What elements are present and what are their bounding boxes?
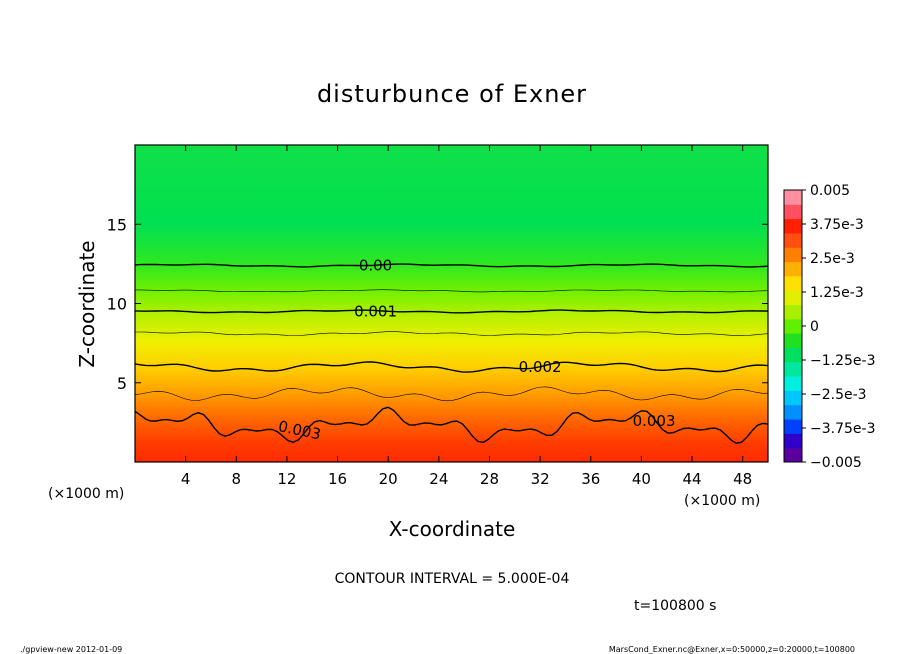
colorbar-label: −2.5e-3: [810, 387, 867, 403]
x-tick-label: 8: [232, 470, 242, 488]
colorbar-swatch: [784, 218, 802, 234]
colorbar-label: −0.005: [810, 455, 862, 471]
time-label: t=100800 s: [634, 598, 716, 614]
colorbar-swatch: [784, 433, 802, 449]
contour-line: [135, 263, 768, 268]
x-tick-label: 24: [429, 470, 448, 488]
plot-field: [135, 145, 768, 462]
contour-line: [135, 361, 768, 373]
colorbar-label: 2.5e-3: [810, 251, 855, 267]
y-tick-label: 10: [107, 295, 127, 314]
x-tick-label: 12: [277, 470, 296, 488]
colorbar-label: 0: [810, 319, 819, 335]
colorbar-swatch: [784, 190, 802, 205]
x-tick-label: 36: [581, 470, 600, 488]
x-unit-label-right: (×1000 m): [684, 493, 760, 509]
contour-label: 0.002: [519, 358, 562, 376]
chart-title: disturbunce of Exner: [317, 80, 587, 108]
colorbar-swatch: [784, 361, 802, 377]
colorbar: [783, 189, 803, 463]
colorbar-swatch: [784, 376, 802, 391]
colorbar-swatch: [784, 390, 802, 406]
x-tick-label: 4: [181, 470, 191, 488]
contour-line: [135, 309, 768, 314]
contour-line: [135, 289, 768, 293]
colorbar-swatch: [784, 347, 802, 363]
footer-left: ./gpview-new 2012-01-09: [20, 645, 122, 654]
colorbar-swatch: [784, 404, 802, 420]
colorbar-swatch: [784, 333, 802, 348]
colorbar-label: 1.25e-3: [810, 285, 864, 301]
contour-line: [135, 331, 768, 336]
contour-interval-text: CONTOUR INTERVAL = 5.000E-04: [335, 571, 570, 587]
y-axis-label: Z-coordinate: [75, 240, 99, 367]
x-unit-label-left: (×1000 m): [48, 486, 124, 502]
x-tick-label: 32: [531, 470, 550, 488]
contour-label: 0.00: [359, 256, 392, 274]
x-tick-label: 44: [682, 470, 701, 488]
colorbar-swatch: [784, 318, 802, 334]
contour-lines: [135, 263, 768, 445]
colorbar-label: 0.005: [810, 183, 850, 199]
colorbar-swatch: [784, 290, 802, 306]
contour-label: 0.001: [354, 302, 397, 320]
colorbar-label: 3.75e-3: [810, 217, 864, 233]
contour-line: [135, 406, 768, 445]
colorbar-label: −1.25e-3: [810, 353, 875, 369]
colorbar-swatch: [784, 304, 802, 320]
x-tick-label: 28: [480, 470, 499, 488]
colorbar-swatch: [784, 419, 802, 434]
y-axis-ticks: 5 10 15: [107, 215, 768, 393]
footer-right: MarsCond_Exner.nc@Exner,x=0:50000,z=0:20…: [609, 645, 855, 654]
x-axis-label: X-coordinate: [389, 517, 516, 541]
colorbar-swatch: [784, 204, 802, 220]
y-tick-label: 15: [107, 215, 127, 234]
colorbar-labels: 0.005 3.75e-3 2.5e-3 1.25e-3 0 −1.25e-3 −2.5e-…: [802, 183, 875, 471]
contour-line: [135, 386, 768, 402]
colorbar-label: −3.75e-3: [810, 421, 875, 437]
x-tick-label: 40: [632, 470, 651, 488]
field-background: [135, 145, 768, 462]
contour-label: 0.003: [633, 412, 676, 430]
x-tick-label: 16: [328, 470, 347, 488]
colorbar-swatch: [784, 261, 802, 277]
y-tick-label: 5: [117, 374, 127, 393]
x-axis-ticks: 4 8 12 16 20 24 28 32 36 40 44 48: [181, 145, 752, 488]
x-tick-label: 48: [733, 470, 752, 488]
colorbar-swatch: [784, 447, 802, 463]
x-tick-label: 20: [379, 470, 398, 488]
colorbar-swatch: [784, 232, 802, 248]
colorbar-swatch: [784, 275, 802, 291]
colorbar-swatch: [784, 247, 802, 263]
